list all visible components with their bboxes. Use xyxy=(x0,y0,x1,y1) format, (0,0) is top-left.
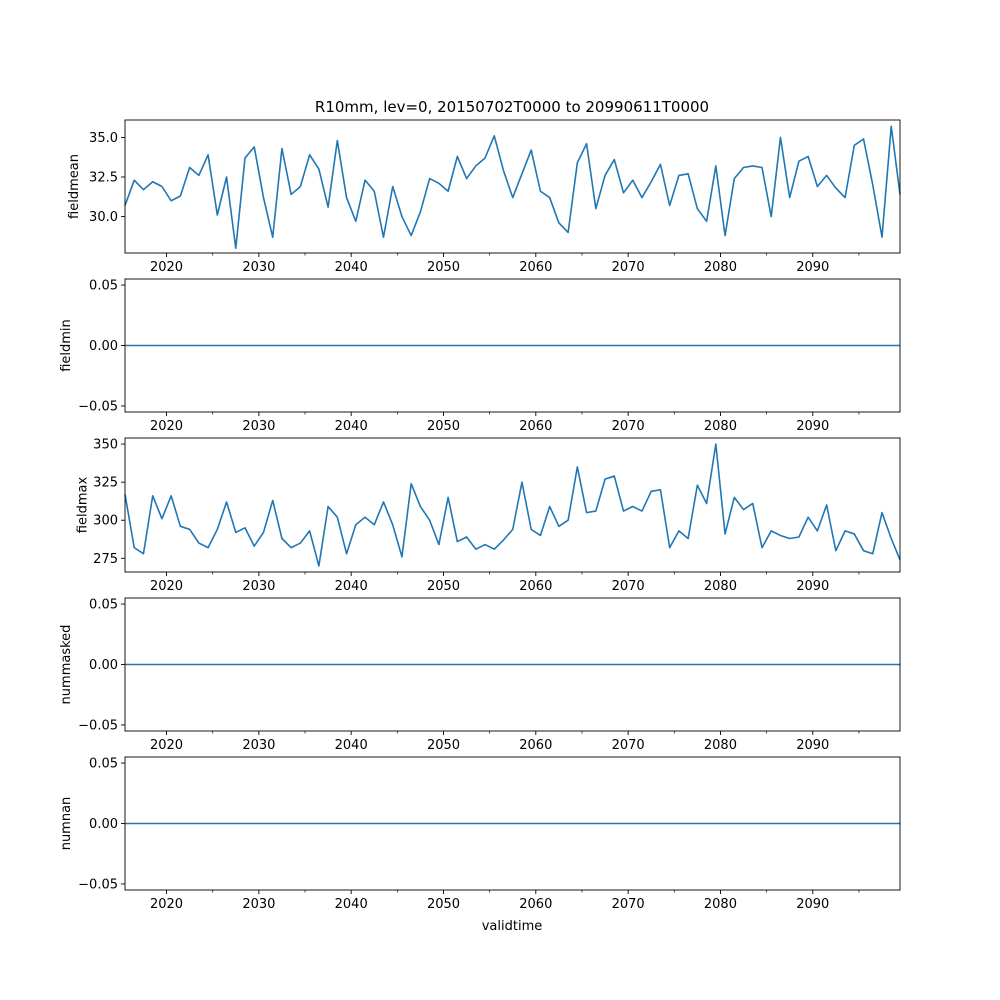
y-tick-label: 0.00 xyxy=(89,339,118,354)
x-tick-label: 2060 xyxy=(519,579,552,594)
x-tick-label: 2080 xyxy=(704,579,737,594)
y-tick-label: 0.05 xyxy=(89,279,118,294)
y-axis-label-fieldmin: fieldmin xyxy=(59,319,74,372)
subplot-fieldmin: −0.05 0.00 0.05 fieldmin 2020 2030 2040 2050 206… xyxy=(59,279,901,434)
x-tick-label: 2050 xyxy=(427,897,460,912)
x-tick-label: 2070 xyxy=(612,897,645,912)
x-tick-label: 2020 xyxy=(150,897,183,912)
y-tick-label: 0.00 xyxy=(89,817,118,832)
y-tick-label: 35.0 xyxy=(89,131,118,146)
x-tick-label: 2040 xyxy=(335,738,368,753)
series-line-fieldmean xyxy=(124,125,901,250)
x-tick-label: 2020 xyxy=(150,260,183,275)
x-tick-label: 2070 xyxy=(612,738,645,753)
y-tick-label: −0.05 xyxy=(78,718,118,733)
subplot-fieldmean: 30.0 32.5 35.0 fieldmean 2020 2030 2040 2050 206… xyxy=(67,119,901,275)
y-tick-label: 350 xyxy=(93,438,118,453)
axes-frame xyxy=(124,437,901,573)
x-axis-label: validtime xyxy=(482,919,543,934)
y-tick-label: −0.05 xyxy=(78,877,118,892)
y-axis-label-nummasked: nummasked xyxy=(59,625,74,705)
x-tick-label: 2060 xyxy=(519,260,552,275)
series-line-fieldmax xyxy=(124,443,901,567)
x-tick-label: 2090 xyxy=(796,738,829,753)
x-tick-label: 2050 xyxy=(427,419,460,434)
x-tick-label: 2040 xyxy=(335,579,368,594)
x-tick-label: 2090 xyxy=(796,419,829,434)
subplot-numnan: −0.05 0.00 0.05 numnan 2020 2030 2040 2050 2060 2… xyxy=(59,757,901,912)
x-tick-label: 2030 xyxy=(242,260,275,275)
x-tick-label: 2090 xyxy=(796,579,829,594)
x-tick-label: 2030 xyxy=(242,738,275,753)
y-tick-label: 0.05 xyxy=(89,757,118,772)
x-tick-label: 2030 xyxy=(242,897,275,912)
x-tick-label: 2020 xyxy=(150,419,183,434)
x-tick-label: 2040 xyxy=(335,419,368,434)
x-tick-label: 2050 xyxy=(427,579,460,594)
y-tick-label: 325 xyxy=(93,476,118,491)
y-tick-label: −0.05 xyxy=(78,399,118,414)
y-axis-label-numnan: numnan xyxy=(59,797,74,851)
x-tick-label: 2060 xyxy=(519,738,552,753)
y-tick-label: 30.0 xyxy=(89,210,118,225)
x-tick-label: 2080 xyxy=(704,260,737,275)
chart-title: R10mm, lev=0, 20150702T0000 to 20990611T… xyxy=(315,98,709,116)
x-tick-label: 2030 xyxy=(242,419,275,434)
x-tick-label: 2020 xyxy=(150,579,183,594)
x-tick-label: 2090 xyxy=(796,260,829,275)
x-tick-label: 2040 xyxy=(335,260,368,275)
y-tick-label: 0.05 xyxy=(89,598,118,613)
y-tick-label: 32.5 xyxy=(89,171,118,186)
y-axis-label-fieldmean: fieldmean xyxy=(67,154,82,219)
x-tick-label: 2080 xyxy=(704,419,737,434)
x-tick-label: 2090 xyxy=(796,897,829,912)
x-tick-label: 2070 xyxy=(612,419,645,434)
x-tick-label: 2070 xyxy=(612,579,645,594)
y-tick-label: 0.00 xyxy=(89,658,118,673)
y-axis-label-fieldmax: fieldmax xyxy=(75,477,90,534)
subplot-fieldmax: 275 300 325 350 fieldmax 2020 2030 2040 2050 2060… xyxy=(75,437,901,594)
x-tick-label: 2080 xyxy=(704,897,737,912)
subplot-nummasked: −0.05 0.00 0.05 nummasked 2020 2030 2040 2050 20… xyxy=(59,598,901,753)
x-tick-label: 2020 xyxy=(150,738,183,753)
x-tick-label: 2070 xyxy=(612,260,645,275)
x-tick-label: 2080 xyxy=(704,738,737,753)
x-tick-label: 2040 xyxy=(335,897,368,912)
x-tick-label: 2050 xyxy=(427,738,460,753)
y-tick-label: 300 xyxy=(93,514,118,529)
x-tick-label: 2060 xyxy=(519,897,552,912)
x-tick-label: 2060 xyxy=(519,419,552,434)
y-tick-label: 275 xyxy=(93,552,118,567)
x-tick-label: 2030 xyxy=(242,579,275,594)
x-tick-label: 2050 xyxy=(427,260,460,275)
axes-frame xyxy=(124,119,901,254)
